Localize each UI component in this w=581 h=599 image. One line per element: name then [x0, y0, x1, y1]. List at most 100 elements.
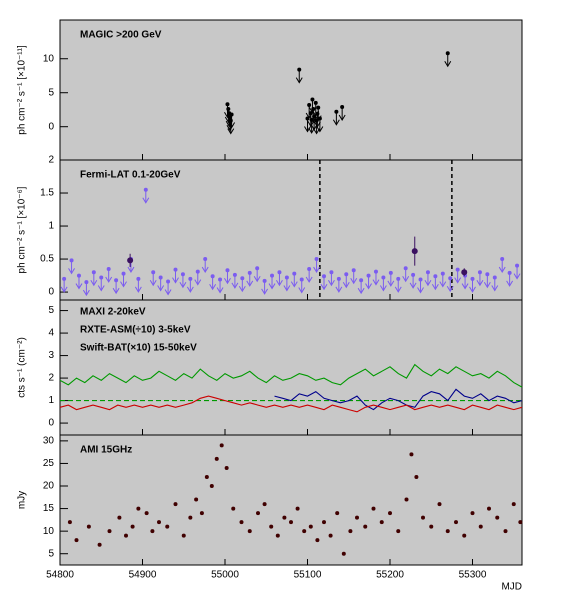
- legend-label: Fermi-LAT 0.1-20GeV: [80, 170, 181, 181]
- data-point: [219, 443, 224, 448]
- y-tick-label: 30: [43, 436, 55, 447]
- upper-limit-head: [338, 114, 346, 121]
- data-point: [295, 506, 300, 511]
- upper-limit-head: [157, 285, 165, 292]
- data-point: [396, 276, 401, 281]
- data-point: [381, 275, 386, 280]
- upper-limit-head: [365, 283, 372, 290]
- data-point: [255, 266, 260, 271]
- y-tick-label: 1: [48, 221, 54, 232]
- data-point: [289, 520, 293, 525]
- data-point: [203, 257, 208, 262]
- y-tick-label: 25: [43, 458, 55, 469]
- upper-limit-head: [227, 128, 235, 135]
- x-tick-label: 54900: [129, 570, 157, 581]
- upper-limit-head: [179, 281, 187, 289]
- data-point: [511, 502, 516, 507]
- y-tick-label: 4: [48, 328, 54, 339]
- upper-limit-head: [313, 266, 321, 274]
- data-point: [226, 107, 231, 112]
- data-point: [421, 515, 425, 520]
- data-point: [414, 474, 419, 479]
- data-point: [334, 109, 339, 114]
- data-point: [127, 257, 134, 264]
- data-point: [379, 520, 384, 525]
- data-point: [307, 266, 312, 271]
- series-line: [274, 388, 523, 411]
- data-point: [462, 533, 467, 538]
- data-point: [433, 274, 438, 279]
- data-point: [404, 497, 409, 502]
- series-line: [59, 363, 523, 388]
- x-tick-label: 55300: [459, 570, 487, 581]
- data-point: [344, 272, 349, 277]
- data-point: [165, 524, 170, 529]
- data-point: [351, 268, 356, 273]
- x-axis-label: MJD: [501, 582, 522, 593]
- upper-limit-head: [454, 277, 462, 284]
- data-point: [121, 271, 126, 276]
- data-point: [418, 277, 423, 282]
- data-point: [355, 515, 359, 520]
- upper-limit-head: [409, 282, 417, 289]
- data-point: [262, 502, 267, 507]
- data-point: [247, 270, 252, 275]
- data-point: [84, 280, 89, 285]
- data-point: [314, 257, 319, 262]
- data-point: [388, 511, 392, 516]
- data-point: [363, 524, 368, 529]
- upper-limit-head: [276, 280, 283, 287]
- data-point: [322, 520, 326, 525]
- series-line: [59, 395, 523, 413]
- x-tick-label: 55100: [294, 570, 322, 581]
- data-point: [507, 270, 512, 275]
- data-point: [307, 102, 312, 107]
- y-tick-label: 5: [48, 548, 54, 559]
- data-point: [67, 520, 72, 525]
- data-point: [256, 511, 260, 516]
- data-point: [86, 524, 91, 529]
- data-point: [209, 484, 214, 489]
- x-tick-label: 54800: [46, 570, 74, 581]
- data-point: [297, 67, 302, 72]
- data-point: [315, 538, 320, 543]
- y-tick-label: 20: [43, 481, 55, 492]
- upper-limit-head: [68, 268, 75, 275]
- data-point: [282, 515, 287, 520]
- data-point: [136, 506, 141, 511]
- data-point: [454, 520, 458, 525]
- data-point: [500, 257, 505, 262]
- data-point: [429, 524, 434, 529]
- data-point: [229, 112, 234, 117]
- data-point: [157, 520, 161, 525]
- data-point: [445, 51, 450, 56]
- upper-limit-head: [127, 266, 135, 274]
- data-point: [225, 268, 230, 273]
- upper-limit-head: [90, 280, 98, 287]
- data-point: [173, 267, 178, 272]
- upper-limit-head: [75, 283, 83, 290]
- upper-limit-head: [309, 116, 317, 124]
- data-point: [144, 511, 149, 516]
- upper-limit-head: [224, 278, 231, 285]
- y-axis-label: cts s⁻¹ (cm⁻²): [17, 337, 28, 398]
- data-point: [166, 279, 171, 284]
- data-point: [74, 538, 79, 543]
- y-tick-label: 1.5: [40, 188, 54, 199]
- data-point: [292, 271, 297, 276]
- data-point: [224, 465, 229, 470]
- upper-limit-head: [253, 276, 261, 283]
- y-tick-label: 0: [48, 418, 54, 429]
- data-point: [371, 506, 376, 511]
- y-tick-label: 3: [48, 350, 54, 361]
- upper-limit-head: [444, 61, 452, 68]
- data-point: [335, 511, 340, 516]
- upper-limit-head: [216, 287, 224, 294]
- data-point: [210, 274, 215, 279]
- data-point: [359, 278, 364, 283]
- upper-limit-head: [417, 287, 424, 294]
- data-point: [311, 107, 316, 112]
- upper-limit-head: [120, 281, 127, 288]
- upper-limit-head: [290, 281, 298, 288]
- data-point: [478, 524, 483, 529]
